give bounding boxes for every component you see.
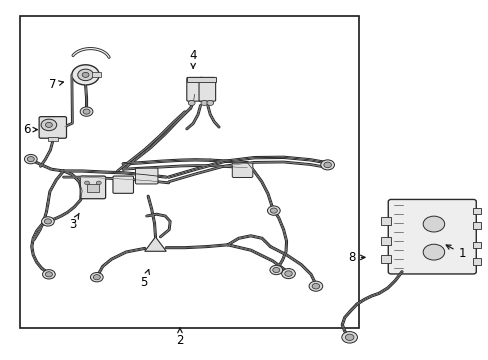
Circle shape <box>42 270 55 279</box>
Bar <box>472 258 480 265</box>
Circle shape <box>84 181 89 185</box>
Bar <box>20 16 359 328</box>
Text: 5: 5 <box>140 270 149 289</box>
Bar <box>472 222 480 229</box>
Circle shape <box>80 107 93 116</box>
Circle shape <box>90 273 103 282</box>
Circle shape <box>270 208 277 213</box>
Bar <box>48 137 58 141</box>
FancyBboxPatch shape <box>232 163 252 177</box>
Bar <box>186 77 216 82</box>
Circle shape <box>93 275 100 280</box>
Bar <box>381 237 390 245</box>
Circle shape <box>269 265 282 275</box>
Circle shape <box>27 157 34 162</box>
Circle shape <box>281 269 295 279</box>
Circle shape <box>320 160 334 170</box>
Circle shape <box>44 219 51 224</box>
Bar <box>92 72 101 77</box>
Bar <box>472 242 480 248</box>
Circle shape <box>345 334 353 341</box>
Text: 8: 8 <box>347 251 364 264</box>
Circle shape <box>311 283 319 289</box>
Bar <box>472 208 480 214</box>
FancyBboxPatch shape <box>199 77 215 101</box>
Circle shape <box>284 271 292 276</box>
FancyBboxPatch shape <box>135 168 158 184</box>
Circle shape <box>83 109 90 114</box>
FancyBboxPatch shape <box>113 176 133 193</box>
FancyBboxPatch shape <box>387 199 475 274</box>
Text: 4: 4 <box>189 49 197 68</box>
Circle shape <box>45 272 52 277</box>
Polygon shape <box>144 237 166 251</box>
Circle shape <box>341 332 357 343</box>
Circle shape <box>96 181 101 185</box>
Circle shape <box>206 100 213 105</box>
Circle shape <box>41 217 54 226</box>
Circle shape <box>72 65 99 85</box>
Circle shape <box>272 267 279 273</box>
Bar <box>381 217 390 225</box>
Circle shape <box>78 69 93 81</box>
Circle shape <box>41 119 57 131</box>
Text: 1: 1 <box>445 245 465 260</box>
Bar <box>86 184 99 192</box>
Circle shape <box>323 162 331 168</box>
Circle shape <box>82 72 89 77</box>
FancyBboxPatch shape <box>80 176 105 199</box>
Circle shape <box>308 281 322 291</box>
Circle shape <box>45 122 52 127</box>
Circle shape <box>24 154 37 164</box>
Bar <box>381 255 390 263</box>
Circle shape <box>422 244 444 260</box>
Text: 7: 7 <box>49 78 63 91</box>
FancyBboxPatch shape <box>39 117 66 138</box>
Text: 2: 2 <box>176 328 183 347</box>
Circle shape <box>201 100 207 105</box>
Text: 3: 3 <box>68 213 79 231</box>
Text: 6: 6 <box>22 123 37 136</box>
Circle shape <box>422 216 444 232</box>
Circle shape <box>188 100 195 105</box>
Circle shape <box>267 206 280 215</box>
FancyBboxPatch shape <box>186 77 203 101</box>
